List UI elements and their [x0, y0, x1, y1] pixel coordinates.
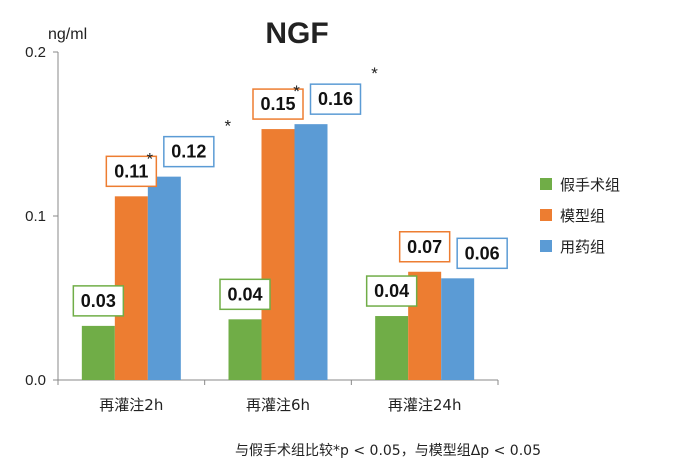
data-label: 0.06 [465, 243, 500, 263]
legend-label: 用药组 [560, 238, 605, 256]
chart-title: NGF [265, 17, 328, 50]
x-tick-label: 再灌注2h [99, 396, 163, 414]
significance-footnote: 与假手术组比较*p < 0.05，与模型组Δp < 0.05 [235, 443, 541, 459]
legend-label: 假手术组 [560, 176, 620, 194]
significance-marker: * [371, 64, 378, 83]
y-tick-label: 0.0 [25, 372, 46, 389]
legend-label: 模型组 [560, 207, 605, 225]
data-label: 0.15 [260, 94, 295, 114]
legend-swatch [540, 240, 552, 252]
data-label-box [456, 237, 508, 270]
data-label: 0.07 [407, 237, 442, 257]
data-label: 0.03 [81, 291, 116, 311]
data-label-box [219, 278, 271, 311]
significance-marker: * [225, 117, 232, 136]
data-label: 0.11 [114, 161, 148, 181]
data-label-box [365, 275, 418, 307]
x-tick-label: 再灌注24h [388, 396, 462, 414]
y-tick-label: 0.1 [25, 208, 46, 225]
y-tick-label: 0.2 [25, 44, 46, 61]
data-label-box [309, 83, 362, 115]
significance-marker: * [147, 149, 154, 168]
data-label-box [72, 285, 125, 317]
legend-swatch [540, 178, 552, 190]
bar [375, 316, 409, 380]
data-label-box [163, 135, 215, 168]
data-label: 0.16 [318, 89, 353, 109]
data-label-box [105, 155, 158, 188]
bar [228, 319, 262, 380]
bar [81, 325, 115, 380]
bar [147, 176, 181, 380]
data-label-box [252, 88, 304, 120]
data-label: 0.04 [227, 284, 262, 304]
significance-marker: * [293, 82, 300, 101]
data-label-box [398, 231, 451, 263]
bar [261, 129, 295, 380]
bars [81, 124, 475, 380]
bar [441, 278, 475, 380]
bar [294, 124, 328, 380]
data-label: 0.04 [374, 281, 409, 301]
legend-swatch [540, 209, 552, 221]
value-labels: 0.03 0.11 0.12 0.04 0.15 0.16 0.04 0.07 0.06 * * * * [72, 64, 508, 317]
data-label: 0.12 [171, 142, 206, 162]
x-tick-label: 再灌注6h [246, 396, 310, 414]
y-axis-unit-label: ng/ml [48, 26, 87, 43]
